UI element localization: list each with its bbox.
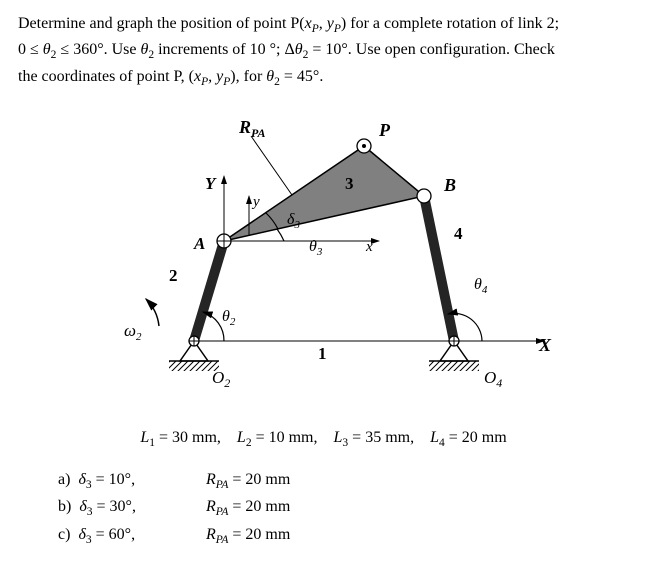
svg-text:3: 3 xyxy=(345,174,354,193)
case-c: c) δ3 = 60°, RPA = 20 mm xyxy=(58,522,629,550)
cases-list: a) δ3 = 10°, RPA = 20 mm b) δ3 = 30°, RP… xyxy=(58,467,629,550)
svg-text:Y: Y xyxy=(205,174,217,193)
svg-text:B: B xyxy=(443,175,456,195)
mechanism-diagram: RPA P Y y 3 B δ3 A θ3 x 4 2 θ4 ω2 θ2 O2 … xyxy=(18,111,629,401)
svg-text:2: 2 xyxy=(169,266,178,285)
svg-text:O4: O4 xyxy=(484,368,502,390)
svg-text:1: 1 xyxy=(318,344,327,363)
svg-text:θ2: θ2 xyxy=(222,308,236,328)
problem-statement: Determine and graph the position of poin… xyxy=(18,12,629,91)
svg-text:θ4: θ4 xyxy=(474,276,488,296)
svg-text:ω2: ω2 xyxy=(124,321,142,343)
link-parameters: L1 = 30 mm, L2 = 10 mm, L3 = 35 mm, L4 =… xyxy=(18,426,629,452)
svg-text:X: X xyxy=(538,335,552,355)
svg-text:4: 4 xyxy=(454,224,463,243)
case-a: a) δ3 = 10°, RPA = 20 mm xyxy=(58,467,629,495)
mechanism-svg: RPA P Y y 3 B δ3 A θ3 x 4 2 θ4 ω2 θ2 O2 … xyxy=(84,111,564,401)
svg-text:y: y xyxy=(251,194,260,210)
case-b: b) δ3 = 30°, RPA = 20 mm xyxy=(58,494,629,522)
svg-text:P: P xyxy=(378,120,391,140)
svg-text:O2: O2 xyxy=(212,368,230,390)
svg-text:x: x xyxy=(365,239,373,255)
svg-text:A: A xyxy=(193,234,205,253)
svg-text:RPA: RPA xyxy=(238,117,265,140)
